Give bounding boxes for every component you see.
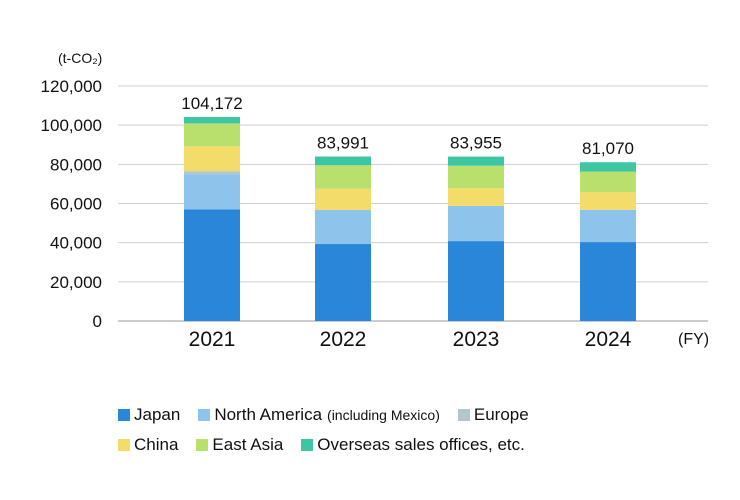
legend-label-overseas-sales: Overseas sales offices, etc. [317,435,525,454]
y-tick-label: 40,000 [50,234,102,253]
bar-segment-japan-2024 [580,242,636,321]
legend-item-north-america: North America (including Mexico) [198,405,440,425]
legend-row-1: Japan North America (including Mexico) E… [118,400,678,430]
bar-segment-overseas-sales-offices-etc-2021 [184,116,240,124]
legend-swatch-china [118,439,130,451]
bar-total-label-2022: 83,991 [317,134,369,153]
x-category-label-2021: 2021 [189,328,236,351]
y-tick-label: 0 [93,312,102,331]
legend-item-overseas-sales: Overseas sales offices, etc. [301,435,525,455]
y-tick-label: 60,000 [50,195,102,214]
y-axis-unit-label: (t-CO₂) [58,50,102,66]
bars [184,116,636,321]
bar-segment-europe-2021 [184,171,240,175]
bar-segment-east-asia-2023 [448,165,504,189]
x-axis-categories: 2021 2022 2023 2024 [189,328,632,351]
legend-swatch-east-asia [196,439,209,451]
bar-totals: 104,172 83,991 83,955 81,070 [181,94,634,158]
bar-segment-north-america-2022 [315,209,371,245]
legend-label-china: China [134,435,179,454]
legend-item-japan: Japan [118,405,180,425]
bar-segment-china-2023 [448,188,504,206]
y-tick-label: 100,000 [41,116,102,135]
legend-swatch-overseas-sales [301,439,314,451]
legend-note-north-america: (including Mexico) [327,407,440,423]
x-category-label-2023: 2023 [453,328,500,351]
legend-swatch-north-america [198,409,211,421]
y-tick-label: 80,000 [50,155,102,174]
bar-segment-overseas-sales-offices-etc-2023 [448,156,504,166]
legend-item-china: China [118,435,178,455]
legend-label-north-america: North America [214,405,323,424]
legend-label-east-asia: East Asia [212,435,284,454]
bar-total-label-2021: 104,172 [181,94,242,113]
y-tick-label: 120,000 [41,77,102,96]
legend-swatch-europe [457,409,470,421]
y-tick-label: 20,000 [50,273,102,292]
x-category-label-2022: 2022 [320,328,367,351]
legend-item-east-asia: East Asia [196,435,283,455]
bar-segment-north-america-2023 [448,205,504,242]
bar-segment-japan-2022 [315,244,371,321]
stacked-bar-chart: (t-CO₂) (FY) 0 20,000 40,000 60,000 80,000 10… [41,50,710,351]
bar-segment-china-2021 [184,146,240,172]
bar-segment-north-america-2021 [184,174,240,210]
bar-segment-overseas-sales-offices-etc-2022 [315,156,371,166]
bar-segment-east-asia-2024 [580,171,636,193]
bar-segment-overseas-sales-offices-etc-2024 [580,162,636,172]
bar-segment-japan-2021 [184,209,240,321]
legend-label-japan: Japan [134,405,181,424]
legend-item-europe: Europe [457,405,529,425]
legend-row-2: China East Asia Overseas sales offices, … [118,430,678,460]
bar-segment-japan-2023 [448,241,504,321]
bar-total-label-2023: 83,955 [450,134,502,153]
bar-segment-east-asia-2022 [315,165,371,189]
y-axis-ticks: 0 20,000 40,000 60,000 80,000 100,000 120,000 [41,77,102,331]
legend-swatch-japan [118,409,130,421]
legend: Japan North America (including Mexico) E… [118,400,678,460]
x-axis-unit-label: (FY) [678,331,709,348]
bar-segment-north-america-2024 [580,209,636,243]
x-category-label-2024: 2024 [585,328,632,351]
bar-segment-east-asia-2021 [184,123,240,147]
legend-label-europe: Europe [473,405,529,424]
bar-segment-china-2022 [315,188,371,210]
bar-segment-china-2024 [580,192,636,210]
bar-total-label-2024: 81,070 [582,139,634,158]
